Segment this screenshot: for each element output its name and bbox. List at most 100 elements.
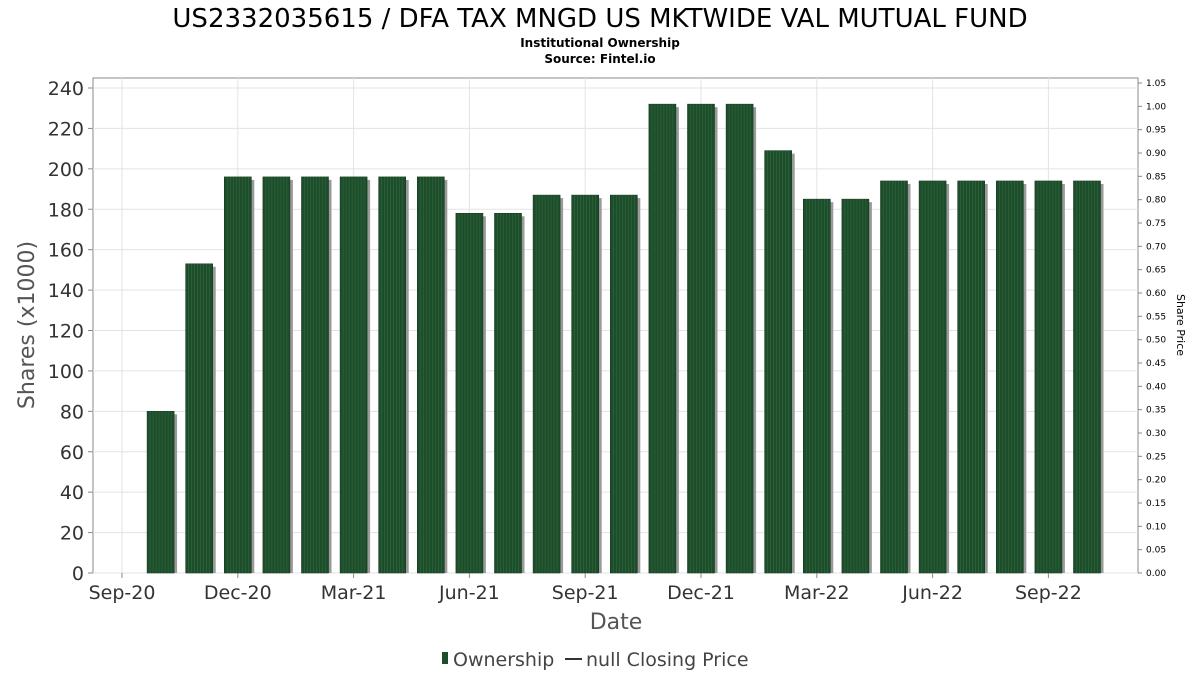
bar-fill	[146, 411, 175, 574]
y-right-tick-label: 0.80	[1146, 196, 1166, 206]
bar-fill	[455, 212, 484, 574]
bar-fill	[1034, 180, 1063, 574]
bar-Jan-22	[725, 103, 757, 574]
bar-fill	[880, 180, 908, 574]
bar-fill	[609, 194, 638, 574]
y-tick-label: 180	[48, 199, 84, 221]
bar-Sep-22	[1034, 180, 1065, 574]
bar-Oct-22	[1073, 180, 1104, 574]
y-right-tick-label: 1.05	[1146, 79, 1166, 89]
y-right-tick-label: 0.65	[1146, 266, 1166, 276]
bars	[146, 103, 1104, 574]
y-tick-label: 140	[48, 280, 84, 302]
bar-fill	[378, 176, 407, 574]
bar-fill	[339, 176, 368, 574]
bar-fill	[764, 150, 793, 574]
bar-Feb-22	[764, 150, 795, 574]
y-axis-label: Shares (x1000)	[15, 241, 40, 409]
bar-Apr-22	[841, 198, 872, 574]
bar-Mar-21	[339, 176, 371, 574]
bar-fill	[262, 176, 291, 574]
y-right-tick-label: 0.85	[1146, 172, 1166, 182]
bar-Dec-21	[687, 103, 718, 574]
y-right-tick-label: 0.00	[1146, 569, 1166, 579]
legend: Ownership null Closing Price	[442, 649, 749, 671]
y-right-tick-label: 0.70	[1146, 242, 1166, 252]
y-tick-label: 40	[60, 482, 84, 504]
x-tick-label: Mar-22	[784, 582, 850, 604]
bar-Nov-21	[648, 103, 679, 574]
y-tick-label: 60	[60, 442, 84, 464]
bar-Feb-21	[301, 176, 332, 574]
y-axis-right-label: Share Price	[1174, 294, 1187, 356]
y-tick-label: 120	[48, 321, 84, 343]
legend-ownership-swatch	[442, 652, 448, 664]
bar-fill	[416, 176, 445, 574]
x-tick-label: Jun-21	[438, 582, 500, 604]
bar-Jun-21	[455, 212, 486, 574]
legend-price-label: null Closing Price	[586, 649, 749, 671]
bar-fill	[687, 103, 715, 574]
y-right-tick-label: 0.40	[1146, 382, 1166, 392]
x-axis-label: Date	[590, 610, 643, 635]
bar-fill	[1073, 180, 1101, 574]
y-right-tick-label: 0.15	[1146, 499, 1166, 509]
y-right-tick-label: 0.95	[1146, 126, 1166, 136]
y-tick-label: 100	[48, 361, 84, 383]
bar-May-22	[880, 180, 911, 574]
bar-Dec-20	[224, 176, 255, 574]
legend-ownership-label: Ownership	[453, 649, 554, 671]
bar-fill	[301, 176, 329, 574]
y-right-tick-label: 0.75	[1146, 219, 1166, 229]
x-tick-label: Sep-21	[552, 582, 619, 604]
bar-Jul-22	[957, 180, 988, 574]
bar-fill	[532, 194, 561, 574]
y-tick-label: 20	[60, 523, 84, 545]
y-right-tick-label: 0.60	[1146, 289, 1166, 299]
y-tick-label: 200	[48, 159, 84, 181]
y-tick-label: 220	[48, 118, 84, 140]
chart-source: Source: Fintel.io	[544, 52, 655, 66]
bar-Nov-20	[185, 263, 216, 574]
y-right-tick-label: 0.35	[1146, 406, 1166, 416]
y-right-tick-label: 0.05	[1146, 546, 1166, 556]
x-tick-label: Sep-20	[89, 582, 156, 604]
bar-fill	[494, 212, 522, 574]
bar-Jun-22	[918, 180, 950, 574]
bar-Mar-22	[802, 198, 834, 574]
bar-Jul-21	[494, 212, 525, 574]
bar-fill	[802, 198, 831, 574]
y-right-tick-label: 0.45	[1146, 359, 1166, 369]
left-axis-ticks: 0 20 40 60 80 100 120 140 160 180 200 220 240	[48, 78, 93, 585]
right-axis-ticks: 0.00 0.05 0.10 0.15 0.20 0.25 0.30 0.35 0.40 0.45…	[1138, 79, 1166, 579]
x-axis-ticks: Sep-20 Dec-20 Mar-21 Jun-21 Sep-21 Dec-21 Mar-…	[89, 573, 1082, 604]
bar-fill	[571, 194, 600, 574]
bar-fill	[725, 103, 754, 574]
y-tick-label: 0	[72, 563, 84, 585]
y-right-tick-label: 0.50	[1146, 336, 1166, 346]
y-tick-label: 160	[48, 240, 84, 262]
bar-Sep-21	[571, 194, 602, 574]
chart-title: US2332035615 / DFA TAX MNGD US MKTWIDE V…	[172, 4, 1027, 34]
x-tick-label: Sep-22	[1015, 582, 1082, 604]
bar-fill	[957, 180, 986, 574]
x-tick-label: Jun-22	[901, 582, 963, 604]
bar-fill	[224, 176, 252, 574]
bar-Jan-21	[262, 176, 293, 574]
y-right-tick-label: 0.20	[1146, 476, 1166, 486]
bar-fill	[648, 103, 677, 574]
chart-subtitle: Institutional Ownership	[520, 36, 680, 50]
y-tick-label: 240	[48, 78, 84, 100]
bar-Aug-21	[532, 194, 564, 574]
y-right-tick-label: 0.90	[1146, 149, 1166, 159]
bar-fill	[995, 180, 1024, 574]
x-tick-label: Dec-21	[667, 582, 735, 604]
y-tick-label: 80	[60, 401, 84, 423]
y-right-tick-label: 0.30	[1146, 429, 1166, 439]
bar-fill	[841, 198, 870, 574]
bar-Oct-20	[146, 411, 178, 574]
bar-May-21	[416, 176, 448, 574]
x-tick-label: Dec-20	[204, 582, 272, 604]
bar-Apr-21	[378, 176, 409, 574]
